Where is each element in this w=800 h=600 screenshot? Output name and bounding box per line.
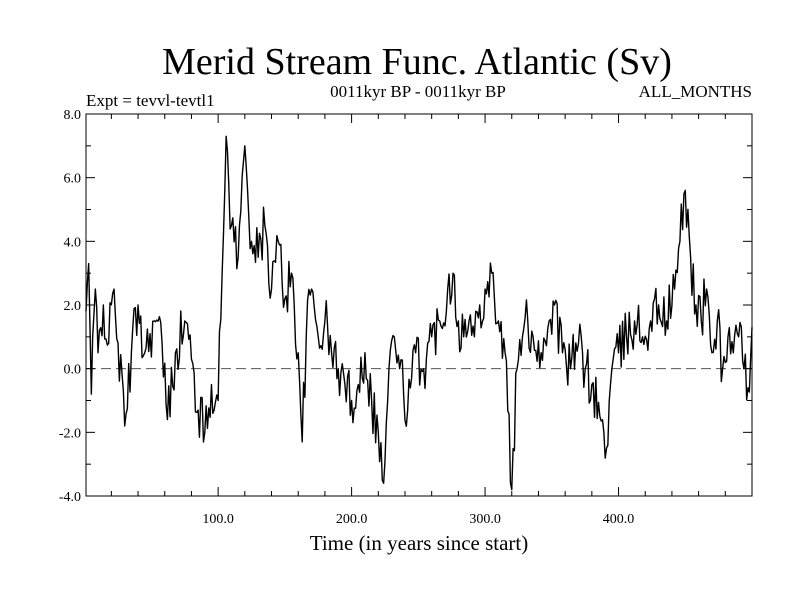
y-tick-label-3: 2.0 xyxy=(64,299,82,314)
y-tick-label-1: -2.0 xyxy=(59,426,81,441)
y-tick-label-2: 0.0 xyxy=(64,363,82,378)
chart-title: Merid Stream Func. Atlantic (Sv) xyxy=(162,41,672,83)
x-ticks: 100.0 200.0 300.0 400.0 xyxy=(110,114,726,527)
subtitle-left: Expt = tevvl-tevtl1 xyxy=(86,91,215,110)
x-tick-label-3: 400.0 xyxy=(603,512,635,527)
y-tick-label-0: -4.0 xyxy=(59,490,81,505)
y-tick-label-5: 6.0 xyxy=(64,172,82,187)
subtitle-right: ALL_MONTHS xyxy=(639,82,752,101)
y-tick-label-6: 8.0 xyxy=(64,108,82,123)
y-tick-label-4: 4.0 xyxy=(64,235,82,250)
x-tick-label-1: 200.0 xyxy=(336,512,368,527)
subtitle-center: 0011kyr BP - 0011kyr BP xyxy=(330,82,506,101)
plot-frame xyxy=(85,113,753,497)
x-tick-label-0: 100.0 xyxy=(202,512,234,527)
x-axis-label: Time (in years since start) xyxy=(310,531,529,555)
series-line xyxy=(85,135,753,491)
x-tick-label-2: 300.0 xyxy=(469,512,501,527)
